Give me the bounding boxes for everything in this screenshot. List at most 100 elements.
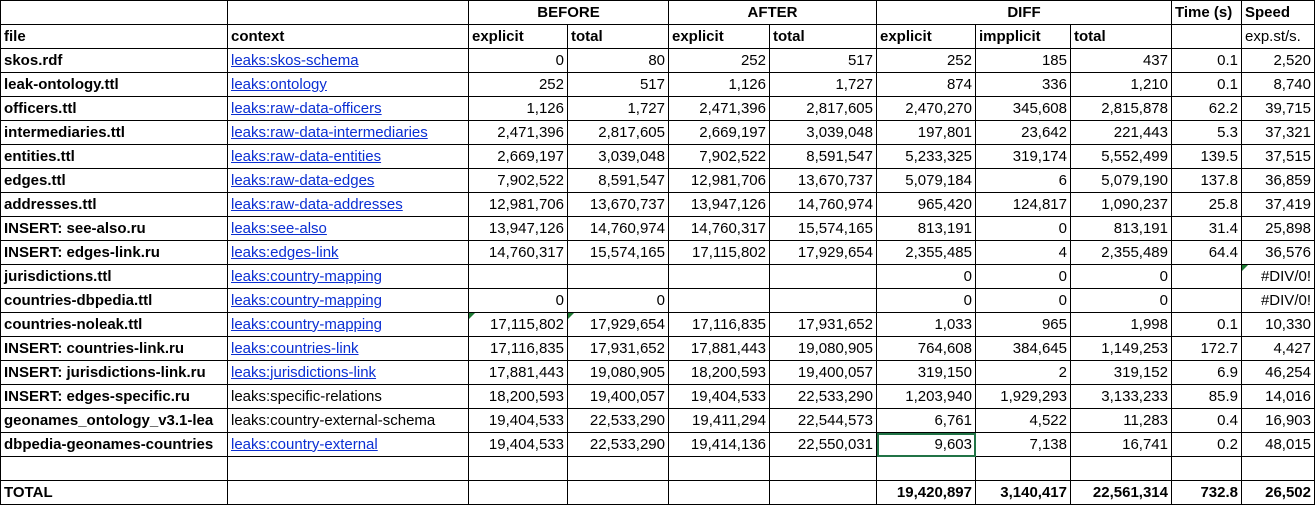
diff-explicit-cell[interactable]: 874 — [876, 72, 976, 97]
diff-implicit-cell[interactable]: 0 — [975, 216, 1071, 241]
diff-total-cell[interactable]: 2,815,878 — [1070, 96, 1172, 121]
diff-implicit-header[interactable]: impplicit — [975, 24, 1071, 49]
time-cell[interactable]: 5.3 — [1171, 120, 1242, 145]
before-total-cell[interactable]: 0 — [567, 288, 669, 313]
before-explicit-cell[interactable]: 2,471,396 — [468, 120, 568, 145]
context-cell[interactable]: leaks:edges-link — [227, 240, 469, 265]
before-explicit-cell[interactable]: 12,981,706 — [468, 192, 568, 217]
after-explicit-cell[interactable]: 2,669,197 — [668, 120, 770, 145]
before-explicit-cell[interactable]: 17,881,443 — [468, 360, 568, 385]
time-cell[interactable]: 172.7 — [1171, 336, 1242, 361]
diff-implicit-cell[interactable]: 336 — [975, 72, 1071, 97]
cell[interactable] — [668, 456, 770, 481]
before-explicit-cell[interactable]: 252 — [468, 72, 568, 97]
diff-total-cell[interactable]: 3,133,233 — [1070, 384, 1172, 409]
after-total-cell[interactable]: 22,533,290 — [769, 384, 877, 409]
before-explicit-cell[interactable]: 14,760,317 — [468, 240, 568, 265]
file-cell[interactable]: jurisdictions.ttl — [0, 264, 228, 289]
after-explicit-cell[interactable]: 13,947,126 — [668, 192, 770, 217]
file-cell[interactable]: skos.rdf — [0, 48, 228, 73]
context-link[interactable]: leaks:raw-data-officers — [231, 99, 382, 117]
after-explicit-header[interactable]: explicit — [668, 24, 770, 49]
after-total-header[interactable]: total — [769, 24, 877, 49]
diff-total-header[interactable]: total — [1070, 24, 1172, 49]
file-header[interactable]: file — [0, 24, 228, 49]
before-total-cell[interactable]: 1,727 — [567, 96, 669, 121]
after-group-header[interactable]: AFTER — [668, 0, 877, 25]
after-explicit-cell[interactable]: 1,126 — [668, 72, 770, 97]
diff-explicit-header[interactable]: explicit — [876, 24, 976, 49]
diff-implicit-cell[interactable]: 384,645 — [975, 336, 1071, 361]
file-cell[interactable]: INSERT: see-also.ru — [0, 216, 228, 241]
before-explicit-cell[interactable]: 17,116,835 — [468, 336, 568, 361]
cell[interactable] — [468, 480, 568, 505]
diff-explicit-cell[interactable]: 197,801 — [876, 120, 976, 145]
before-total-cell[interactable]: 19,400,057 — [567, 384, 669, 409]
diff-implicit-cell[interactable]: 0 — [975, 288, 1071, 313]
diff-explicit-cell[interactable]: 2,470,270 — [876, 96, 976, 121]
after-total-cell[interactable]: 19,080,905 — [769, 336, 877, 361]
time-cell[interactable]: 0.1 — [1171, 48, 1242, 73]
time-cell[interactable]: 0.1 — [1171, 312, 1242, 337]
context-cell[interactable]: leaks:country-external — [227, 432, 469, 457]
cell[interactable] — [227, 0, 469, 25]
diff-explicit-cell[interactable]: 5,079,184 — [876, 168, 976, 193]
diff-explicit-cell[interactable]: 0 — [876, 288, 976, 313]
context-cell[interactable]: leaks:raw-data-entities — [227, 144, 469, 169]
diff-total-cell[interactable]: 16,741 — [1070, 432, 1172, 457]
diff-explicit-cell[interactable]: 764,608 — [876, 336, 976, 361]
diff-explicit-cell[interactable]: 813,191 — [876, 216, 976, 241]
before-explicit-cell[interactable]: 2,669,197 — [468, 144, 568, 169]
file-cell[interactable]: dbpedia-geonames-countries — [0, 432, 228, 457]
diff-total-cell[interactable]: 11,283 — [1070, 408, 1172, 433]
after-total-cell[interactable] — [769, 264, 877, 289]
after-total-cell[interactable]: 8,591,547 — [769, 144, 877, 169]
file-cell[interactable]: INSERT: countries-link.ru — [0, 336, 228, 361]
speed-cell[interactable]: 37,321 — [1241, 120, 1315, 145]
context-link[interactable]: leaks:raw-data-addresses — [231, 195, 403, 213]
cell[interactable] — [1070, 456, 1172, 481]
speed-cell[interactable]: 14,016 — [1241, 384, 1315, 409]
diff-total-cell[interactable]: 813,191 — [1070, 216, 1172, 241]
context-cell[interactable]: leaks:country-mapping — [227, 264, 469, 289]
context-cell[interactable]: leaks:country-external-schema — [227, 408, 469, 433]
speed-cell[interactable]: 46,254 — [1241, 360, 1315, 385]
context-cell[interactable]: leaks:country-mapping — [227, 288, 469, 313]
after-explicit-cell[interactable]: 12,981,706 — [668, 168, 770, 193]
diff-explicit-cell[interactable]: 1,203,940 — [876, 384, 976, 409]
before-total-cell[interactable]: 2,817,605 — [567, 120, 669, 145]
speed-cell[interactable]: #DIV/0! — [1241, 288, 1315, 313]
before-group-header[interactable]: BEFORE — [468, 0, 669, 25]
file-cell[interactable]: countries-dbpedia.ttl — [0, 288, 228, 313]
context-cell[interactable]: leaks:raw-data-addresses — [227, 192, 469, 217]
context-link[interactable]: leaks:see-also — [231, 219, 327, 237]
before-total-cell[interactable]: 22,533,290 — [567, 432, 669, 457]
speed-header[interactable]: Speed — [1241, 0, 1315, 25]
context-cell[interactable]: leaks:see-also — [227, 216, 469, 241]
time-cell[interactable] — [1171, 288, 1242, 313]
after-explicit-cell[interactable]: 7,902,522 — [668, 144, 770, 169]
before-total-cell[interactable] — [567, 264, 669, 289]
context-link[interactable]: leaks:country-mapping — [231, 267, 382, 285]
file-cell[interactable]: countries-noleak.ttl — [0, 312, 228, 337]
before-explicit-cell[interactable]: 19,404,533 — [468, 408, 568, 433]
diff-total-cell[interactable]: 1,090,237 — [1070, 192, 1172, 217]
file-cell[interactable]: officers.ttl — [0, 96, 228, 121]
before-explicit-cell[interactable]: 0 — [468, 48, 568, 73]
context-header[interactable]: context — [227, 24, 469, 49]
diff-implicit-cell[interactable]: 2 — [975, 360, 1071, 385]
diff-implicit-cell[interactable]: 345,608 — [975, 96, 1071, 121]
before-total-cell[interactable]: 3,039,048 — [567, 144, 669, 169]
diff-group-header[interactable]: DIFF — [876, 0, 1172, 25]
total-speed[interactable]: 26,502 — [1241, 480, 1315, 505]
diff-explicit-cell[interactable]: 1,033 — [876, 312, 976, 337]
cell[interactable] — [227, 480, 469, 505]
after-total-cell[interactable]: 13,670,737 — [769, 168, 877, 193]
before-explicit-cell[interactable]: 13,947,126 — [468, 216, 568, 241]
time-cell[interactable]: 6.9 — [1171, 360, 1242, 385]
diff-total-cell[interactable]: 5,079,190 — [1070, 168, 1172, 193]
diff-explicit-cell[interactable]: 2,355,485 — [876, 240, 976, 265]
time-cell[interactable]: 62.2 — [1171, 96, 1242, 121]
cell[interactable] — [1241, 456, 1315, 481]
before-total-cell[interactable]: 17,931,652 — [567, 336, 669, 361]
